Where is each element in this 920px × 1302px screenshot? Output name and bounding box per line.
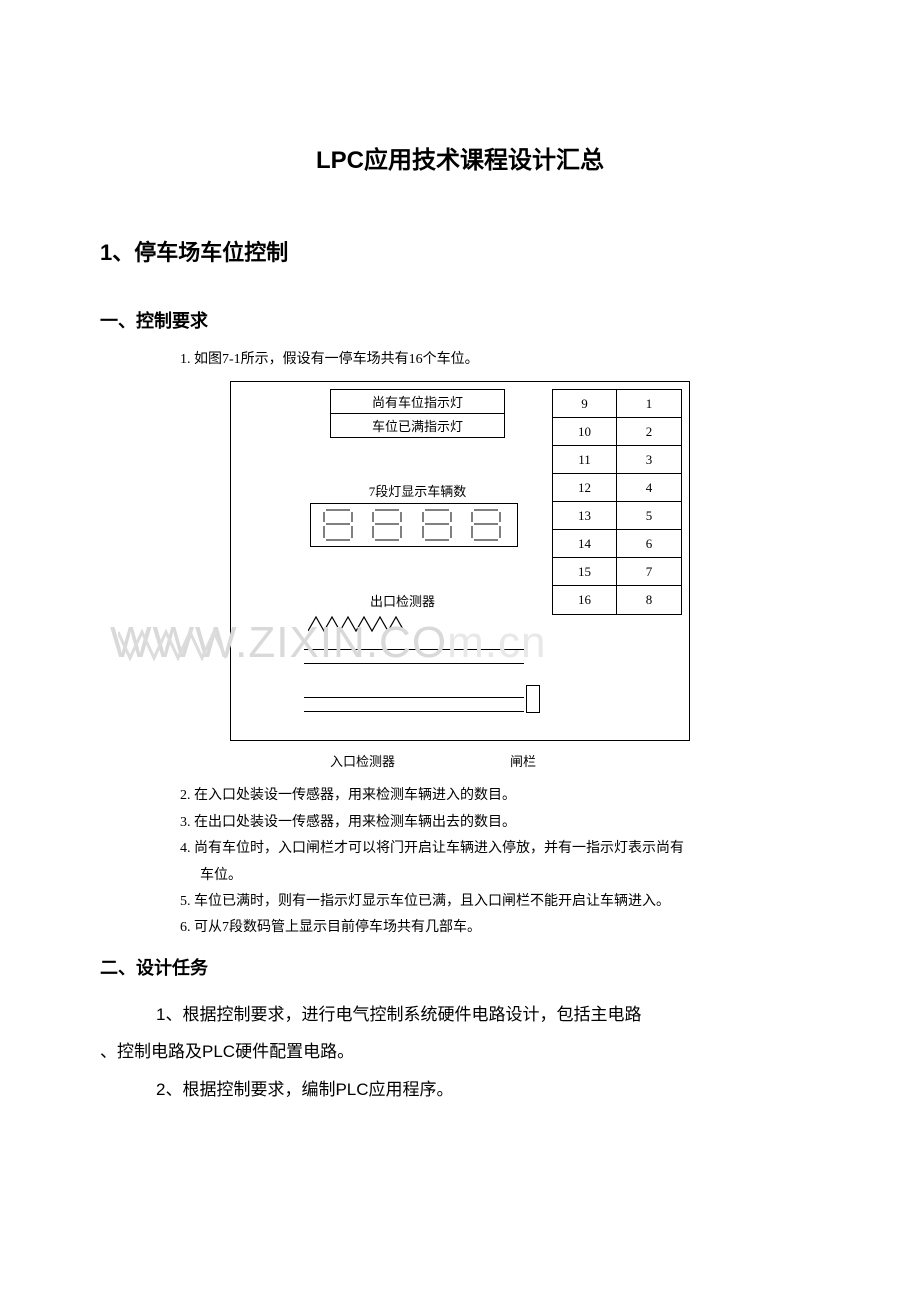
slot-15: 15 [553,558,617,585]
seven-seg-display [310,503,518,547]
exit-zigzag [308,615,404,633]
slot-13: 13 [553,502,617,529]
slot-4: 4 [617,474,681,501]
slot-5: 5 [617,502,681,529]
exit-sensor-label: 出口检测器 [370,591,435,610]
slot-8: 8 [617,586,681,614]
doc-title: LPC应用技术课程设计汇总 [100,140,820,175]
indicator-full: 车位已满指示灯 [331,414,504,437]
gate-box [526,685,540,713]
slot-10: 10 [553,418,617,445]
task-p2: 、控制电路及PLC硬件配置电路。 [100,1033,820,1070]
slot-16: 16 [553,586,617,614]
sub-1-heading: 一、控制要求 [100,307,820,333]
slot-2: 2 [617,418,681,445]
slot-3: 3 [617,446,681,473]
sub-2-heading: 二、设计任务 [100,954,820,980]
indicator-available: 尚有车位指示灯 [331,390,504,414]
req-item-4b: 车位。 [200,865,820,887]
req-item-2: 2. 在入口处装设一传感器，用来检测车辆进入的数目。 [180,785,820,807]
req-item-1: 1. 如图7-1所示，假设有一停车场共有16个车位。 [180,349,820,371]
parking-diagram: 尚有车位指示灯 车位已满指示灯 7段灯显示车辆数 出口检测器 91 102 11… [230,381,690,771]
watermark-zigzag [118,628,228,664]
slot-7: 7 [617,558,681,585]
task-p1: 1、根据控制要求，进行电气控制系统硬件电路设计，包括主电路 [100,996,820,1033]
slot-14: 14 [553,530,617,557]
task-body: 1、根据控制要求，进行电气控制系统硬件电路设计，包括主电路 、控制电路及PLC硬… [100,996,820,1108]
slot-12: 12 [553,474,617,501]
slot-11: 11 [553,446,617,473]
req-item-3: 3. 在出口处装设一传感器，用来检测车辆出去的数目。 [180,812,820,834]
slot-9: 9 [553,390,617,417]
exit-lane [304,649,524,677]
section-1-heading: 1、停车场车位控制 [100,235,820,267]
seg-digit-1 [320,508,360,542]
seg-digit-4 [468,508,508,542]
task-p3: 2、根据控制要求，编制PLC应用程序。 [100,1071,820,1108]
req-item-6: 6. 可从7段数码管上显示目前停车场共有几部车。 [180,917,820,939]
slot-1: 1 [617,390,681,417]
parking-grid: 91 102 113 124 135 146 157 168 [552,389,682,615]
req-item-4a: 4. 尚有车位时，入口闸栏才可以将门开启让车辆进入停放，并有一指示灯表示尚有 [180,838,820,860]
gate-label: 闸栏 [510,751,536,770]
seg-digit-3 [419,508,459,542]
slot-6: 6 [617,530,681,557]
seg-display-label: 7段灯显示车辆数 [330,481,505,500]
indicator-box: 尚有车位指示灯 车位已满指示灯 [330,389,505,438]
req-item-5: 5. 车位已满时，则有一指示灯显示车位已满，且入口闸栏不能开启让车辆进入。 [180,891,820,913]
seg-digit-2 [369,508,409,542]
entry-lane [304,697,524,725]
entry-sensor-label: 入口检测器 [330,751,395,770]
